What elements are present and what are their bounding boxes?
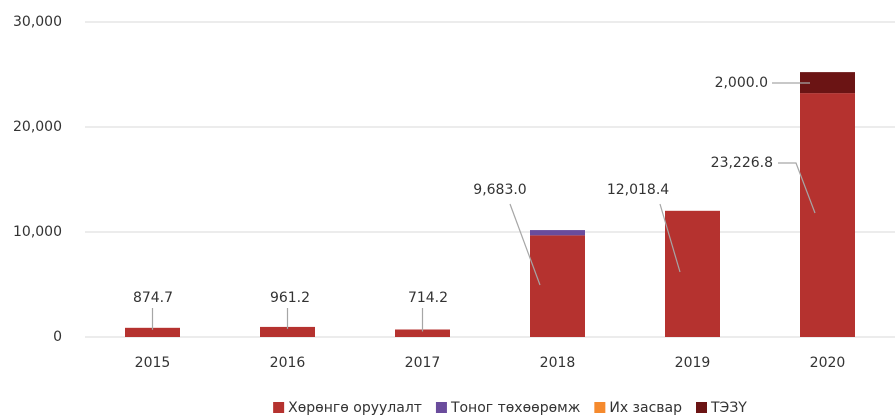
y-tick-label: 20,000 [13,119,62,135]
x-tick-label: 2018 [540,355,576,371]
x-tick-label: 2016 [270,355,306,371]
legend-swatch [696,402,707,413]
leader-line [509,203,541,286]
value-label: 961.2 [270,290,310,306]
bar [800,93,855,338]
leader-line [778,162,816,214]
bar [395,329,450,337]
value-label: 874.7 [133,290,173,306]
bar [530,230,585,236]
value-label: 9,683.0 [473,182,526,198]
bar [125,327,180,337]
bar [800,72,855,94]
bar [665,210,720,337]
legend-label: Хөрөнгө оруулалт [288,400,422,416]
x-tick-label: 2019 [675,355,711,371]
legend-swatch [273,402,285,413]
legend-label: Их засвар [609,400,682,416]
legend-swatch [435,402,447,413]
legend-label: ТЭЗҮ [710,400,747,416]
value-label: 2,000.0 [715,75,768,91]
legend-swatch [594,402,606,413]
x-tick-label: 2017 [405,355,441,371]
y-tick-label: 10,000 [13,224,62,240]
leader-line [659,203,681,273]
y-tick-label: 0 [53,329,62,345]
value-label: 714.2 [408,290,448,306]
bar [260,326,315,337]
bar [530,235,585,337]
legend-label: Тоног төхөөрөмж [450,400,581,416]
value-label: 12,018.4 [607,182,669,198]
x-tick-label: 2015 [135,355,171,371]
value-label: 23,226.8 [711,155,773,171]
y-tick-label: 30,000 [13,14,62,30]
x-tick-label: 2020 [810,355,846,371]
